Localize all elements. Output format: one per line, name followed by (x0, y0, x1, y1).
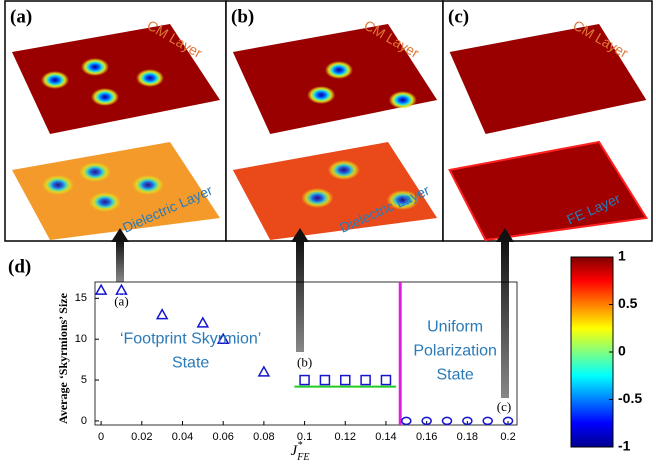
arrow-shaft (116, 240, 124, 282)
panel-label: (a) (10, 6, 32, 27)
skyrmion (79, 162, 111, 182)
skyrmion (42, 175, 74, 195)
marker (157, 310, 167, 319)
y-axis-label: Average ‘Skyrmions’ Size (56, 292, 70, 424)
y-tick-label: 10 (75, 333, 87, 345)
colorbar-tick-label: -1 (618, 438, 631, 454)
skyrmion (89, 192, 121, 212)
x-tick-label: 0.02 (131, 431, 152, 443)
marker (443, 417, 452, 424)
x-tick-label: 0.08 (253, 431, 274, 443)
marker (483, 417, 492, 424)
x-tick-label: 0.16 (416, 431, 437, 443)
marker (300, 376, 309, 385)
skyrmion (328, 160, 360, 180)
panel-label: (c) (448, 6, 469, 27)
skyrmion (91, 88, 119, 106)
marker (320, 376, 329, 385)
x-tick-label: 0.14 (375, 431, 396, 443)
annotation: (a) (114, 293, 128, 308)
marker (96, 285, 106, 294)
arrow-shaft (296, 240, 304, 352)
colorbar-tick-label: 0 (618, 343, 626, 359)
skyrmion (307, 86, 335, 104)
marker (361, 376, 370, 385)
region-label: State (172, 355, 209, 372)
skyrmion (132, 175, 164, 195)
skyrmion (41, 71, 69, 89)
x-label-sub: FE (296, 452, 309, 463)
y-tick-label: 15 (75, 292, 87, 304)
marker (198, 318, 208, 327)
x-tick-label: 0 (98, 431, 104, 443)
skyrmion (301, 188, 333, 208)
skyrmion (325, 61, 353, 79)
region-label: State (436, 367, 473, 384)
x-tick-label: 0.06 (212, 431, 233, 443)
x-tick-label: 0.2 (500, 431, 515, 443)
colorbar (571, 257, 613, 447)
figure: (a)CM LayerDielectric Layer(b)CM LayerDi… (0, 0, 656, 470)
annotation: (b) (297, 355, 312, 370)
region-label: Uniform (427, 319, 483, 336)
marker (259, 367, 269, 376)
x-tick-label: 0.04 (172, 431, 193, 443)
x-axis-label: J*FE (291, 440, 310, 463)
arrow-shaft (501, 240, 509, 398)
marker (402, 417, 411, 424)
panel-label: (d) (8, 256, 31, 277)
marker (341, 376, 350, 385)
region-label: Polarization (413, 343, 497, 360)
y-tick-label: 0 (81, 415, 87, 427)
x-tick-label: 0.18 (457, 431, 478, 443)
skyrmion (136, 69, 164, 87)
skyrmion (81, 58, 109, 76)
annotation: (c) (497, 399, 511, 414)
skyrmion (389, 91, 417, 109)
region-label: ‘Footprint Skyrmion’ (120, 331, 261, 348)
x-label-sup: * (297, 440, 302, 451)
panel-label: (b) (231, 6, 254, 27)
colorbar-tick-label: 0.5 (618, 295, 638, 311)
marker (381, 376, 390, 385)
y-tick-label: 5 (81, 374, 87, 386)
colorbar-tick-label: 1 (618, 248, 626, 264)
x-tick-label: 0.12 (335, 431, 356, 443)
colorbar-tick-label: -0.5 (618, 390, 642, 406)
